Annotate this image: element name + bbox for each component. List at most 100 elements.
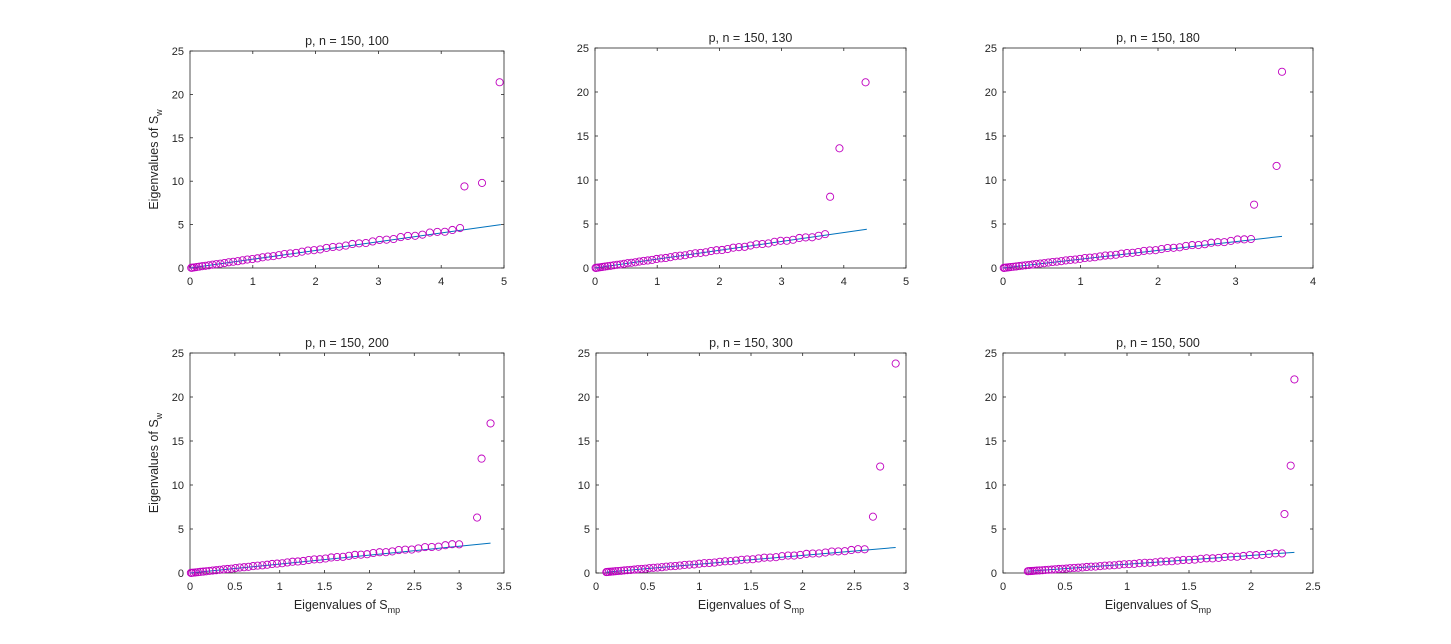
data-point — [717, 245, 727, 255]
x-tick-label: 1 — [1124, 581, 1130, 593]
data-point — [690, 560, 699, 569]
data-point — [202, 567, 211, 576]
data-point — [344, 551, 353, 560]
data-point — [193, 568, 202, 577]
y-tick-label: 15 — [172, 436, 184, 448]
y-tick-label: 10 — [985, 175, 997, 187]
data-point — [701, 248, 710, 257]
data-point — [821, 548, 830, 557]
data-point — [310, 555, 319, 564]
y-tick-label: 0 — [991, 263, 997, 275]
data-point — [1245, 551, 1254, 560]
data-point — [293, 557, 302, 566]
data-point — [322, 243, 331, 252]
x-tick-label: 3 — [456, 581, 462, 593]
data-point — [220, 258, 229, 268]
data-point — [420, 543, 430, 552]
x-tick-label: 0 — [592, 276, 598, 288]
subplot-title: p, n = 150, 300 — [709, 336, 793, 350]
axes-frame — [1002, 352, 1314, 574]
data-point — [637, 564, 646, 573]
outlier-point — [460, 182, 469, 191]
outlier-point — [495, 78, 504, 87]
data-point — [1009, 262, 1018, 271]
data-point — [1105, 561, 1114, 570]
data-point — [1134, 247, 1143, 257]
data-point — [198, 262, 207, 271]
data-point — [1202, 554, 1211, 563]
x-tick-label: 1.5 — [743, 581, 758, 593]
data-point — [1115, 560, 1124, 569]
y-tick-label: 0 — [583, 263, 589, 275]
y-tick-label: 15 — [577, 131, 589, 143]
data-point — [707, 246, 716, 256]
x-tick-label: 0.5 — [640, 581, 655, 593]
data-point — [1156, 557, 1165, 566]
data-point — [770, 237, 779, 246]
data-point — [1196, 554, 1205, 563]
y-tick-label: 25 — [577, 43, 589, 55]
data-point — [661, 253, 670, 263]
data-point — [227, 564, 236, 573]
data-point — [1048, 257, 1057, 267]
data-point — [1090, 253, 1099, 262]
data-point — [288, 557, 297, 566]
data-point — [192, 263, 201, 272]
data-point — [1157, 245, 1166, 254]
outlier-point — [1286, 461, 1295, 470]
data-point — [216, 259, 225, 268]
data-point — [860, 545, 869, 554]
data-point — [1100, 561, 1109, 570]
x-tick-label: 0 — [1000, 276, 1006, 288]
x-tick-label: 3 — [1232, 276, 1238, 288]
data-point — [440, 227, 449, 236]
y-tick-label: 10 — [172, 176, 184, 188]
outlier-point — [477, 454, 486, 463]
x-tick-label: 1 — [250, 276, 256, 288]
data-point — [675, 561, 684, 570]
data-point — [315, 555, 324, 564]
data-point — [676, 251, 685, 260]
y-tick-label: 15 — [985, 436, 997, 448]
subplot-title: p, n = 150, 200 — [305, 336, 389, 350]
data-point — [1117, 249, 1126, 258]
data-point — [1101, 251, 1110, 260]
data-point — [1070, 563, 1079, 572]
data-point — [645, 564, 654, 573]
data-point — [263, 560, 272, 569]
data-point — [455, 223, 465, 233]
data-point — [1162, 557, 1171, 566]
data-point — [1106, 251, 1115, 260]
data-point — [653, 563, 662, 572]
data-point — [1207, 238, 1216, 247]
data-point — [231, 564, 240, 573]
y-tick-label: 20 — [172, 89, 184, 101]
data-point — [723, 244, 732, 254]
x-tick-label: 0 — [187, 581, 193, 593]
data-point — [1044, 258, 1053, 267]
data-point — [671, 252, 680, 261]
data-point — [1181, 241, 1190, 251]
data-point — [258, 253, 267, 262]
outlier-point — [473, 513, 482, 522]
data-point — [1080, 253, 1089, 263]
data-point — [338, 552, 348, 561]
subplot-title: p, n = 150, 100 — [305, 34, 389, 48]
x-tick-label: 3 — [375, 276, 381, 288]
data-point — [609, 261, 618, 270]
x-tick-label: 3 — [903, 581, 909, 593]
data-point — [635, 257, 644, 266]
x-tick-label: 1.5 — [317, 581, 332, 593]
data-point — [649, 563, 658, 572]
data-point — [600, 262, 610, 271]
subplot-5: 0 0.5 1 1.5 2 2.5 3 0 5 10 15 20 25 p, n = 150, 300 Ei… — [578, 336, 909, 615]
subplot-title: p, n = 150, 180 — [1116, 31, 1200, 45]
x-tick-label: 3.5 — [496, 581, 511, 593]
outlier-point — [1277, 67, 1287, 76]
data-point — [614, 566, 623, 576]
y-tick-label: 10 — [578, 480, 590, 492]
data-point — [1130, 559, 1139, 568]
data-point — [1277, 549, 1287, 558]
y-tick-label: 5 — [991, 524, 997, 536]
x-axis-label: Eigenvalues of Smp — [1105, 598, 1211, 615]
